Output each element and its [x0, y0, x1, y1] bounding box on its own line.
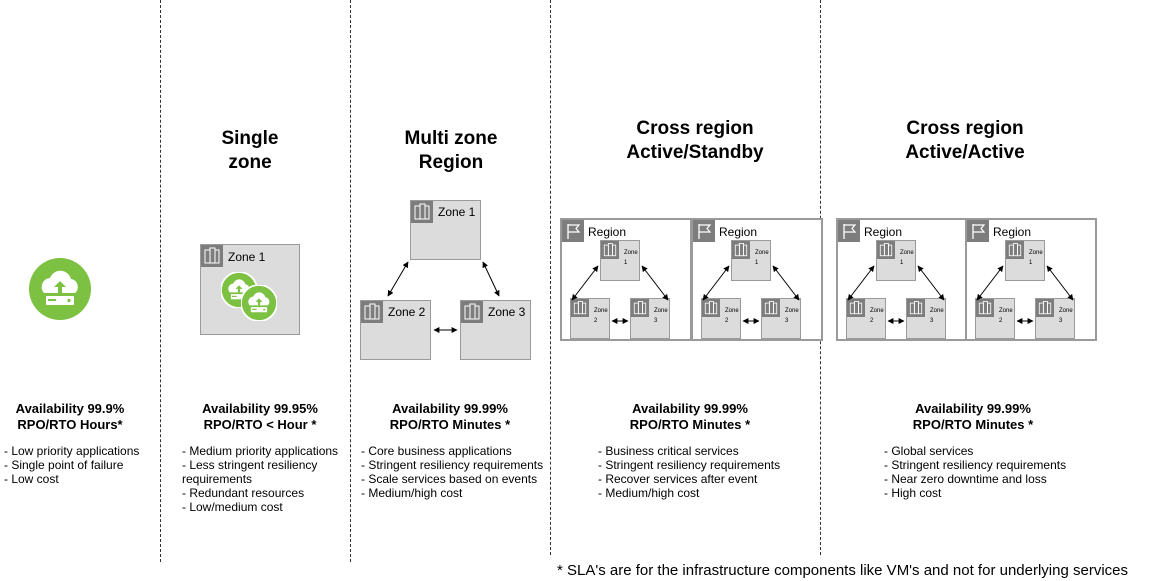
mini-zone-number: 2	[870, 318, 874, 324]
server-icon	[461, 301, 483, 323]
server-icon	[762, 299, 780, 317]
mini-zone-number: 2	[999, 318, 1003, 324]
column-divider-3	[550, 0, 551, 555]
availability-text: Availability 99.99% RPO/RTO Minutes *	[912, 401, 1034, 432]
footnote: * SLA's are for the infrastructure compo…	[557, 562, 1128, 579]
mini-zone-word: Zone	[900, 250, 914, 256]
region-label: Region	[993, 225, 1032, 239]
mini-zone-number: 2	[725, 318, 729, 324]
mini-zone-number: 1	[755, 260, 759, 266]
server-icon	[631, 299, 649, 317]
list-item: - Recover services after event	[598, 472, 758, 486]
server-icon	[976, 299, 994, 317]
active-active-title: Cross region Active/Active	[905, 118, 1025, 163]
mini-zone-number: 3	[1059, 318, 1063, 324]
single-zone-title: Single zone	[221, 128, 279, 173]
list-item: requirements	[182, 472, 253, 486]
active-standby-title: Cross region Active/Standby	[626, 118, 764, 163]
bullet-list: - Core business applications - Stringent…	[361, 444, 543, 500]
server-icon	[732, 241, 750, 259]
column-divider-2	[350, 0, 351, 562]
mini-zone-number: 1	[900, 260, 904, 266]
zone-2-label: Zone 2	[388, 305, 426, 319]
list-item: - Stringent resiliency requirements	[361, 458, 544, 472]
server-icon	[571, 299, 589, 317]
flag-icon	[967, 220, 989, 242]
mini-zone-box	[630, 298, 670, 339]
list-item: - High cost	[884, 486, 942, 500]
mini-zone-word: Zone	[785, 308, 799, 314]
list-item: - Low priority applications	[4, 444, 140, 458]
mini-zone-box	[600, 240, 640, 281]
cloud-upload-icon	[29, 258, 91, 320]
bullet-list: - Low priority applications - Single poi…	[4, 444, 139, 486]
flag-icon	[562, 220, 584, 242]
list-item: - Medium/high cost	[598, 486, 700, 500]
list-item: - Stringent resiliency requirements	[884, 458, 1067, 472]
region-label: Region	[864, 225, 903, 239]
server-icon	[847, 299, 865, 317]
region-label: Region	[588, 225, 627, 239]
column-divider-1	[160, 0, 161, 562]
server-icon	[702, 299, 720, 317]
list-item: - Global services	[884, 444, 974, 458]
bullet-list: - Medium priority applications - Less st…	[182, 444, 338, 514]
list-item: - Less stringent resiliency	[182, 458, 318, 472]
mini-zone-word: Zone	[594, 308, 608, 314]
server-icon	[361, 301, 383, 323]
list-item: - Business critical services	[598, 444, 739, 458]
zone-1-label: Zone 1	[438, 205, 476, 219]
server-icon	[877, 241, 895, 259]
list-item: - Medium priority applications	[182, 444, 339, 458]
mini-zone-word: Zone	[999, 308, 1013, 314]
mini-zone-number: 3	[930, 318, 934, 324]
multi-zone-title: Multi zone Region	[404, 128, 498, 173]
mini-zone-number: 1	[1029, 260, 1033, 266]
mini-zone-word: Zone	[1059, 308, 1073, 314]
mini-zone-word: Zone	[870, 308, 884, 314]
availability-text: Availability 99.99% RPO/RTO Minutes *	[389, 401, 511, 432]
server-icon	[601, 241, 619, 259]
mini-zone-word: Zone	[725, 308, 739, 314]
server-icon	[411, 201, 433, 223]
mini-zone-number: 1	[624, 260, 628, 266]
list-item: - Scale services based on events	[361, 472, 538, 486]
cloud-upload-icon	[240, 284, 278, 322]
mini-zone-number: 2	[594, 318, 598, 324]
mini-zone-box	[761, 298, 801, 339]
bullet-list: - Global services - Stringent resiliency…	[884, 444, 1066, 500]
availability-text: Availability 99.9% RPO/RTO Hours*	[15, 401, 125, 432]
mini-zone-word: Zone	[755, 250, 769, 256]
mini-zone-word: Zone	[654, 308, 668, 314]
list-item: - Core business applications	[361, 444, 512, 458]
server-icon	[1006, 241, 1024, 259]
list-item: - Single point of failure	[4, 458, 124, 472]
mini-zone-word: Zone	[930, 308, 944, 314]
bullet-list: - Business critical services - Stringent…	[598, 444, 780, 500]
list-item: - Low/medium cost	[182, 500, 283, 514]
server-icon	[201, 245, 223, 267]
availability-text: Availability 99.95% RPO/RTO < Hour *	[202, 401, 318, 432]
list-item: - Redundant resources	[182, 486, 305, 500]
server-icon	[1036, 299, 1054, 317]
availability-text: Availability 99.99% RPO/RTO Minutes *	[629, 401, 751, 432]
list-item: - Stringent resiliency requirements	[598, 458, 781, 472]
region-label: Region	[719, 225, 758, 239]
list-item: - Low cost	[4, 472, 59, 486]
mini-zone-word: Zone	[624, 250, 638, 256]
list-item: - Medium/high cost	[361, 486, 463, 500]
server-icon	[907, 299, 925, 317]
mini-zone-number: 3	[654, 318, 658, 324]
mini-zone-box	[1035, 298, 1075, 339]
zone-3-label: Zone 3	[488, 305, 526, 319]
flag-icon	[838, 220, 860, 242]
flag-icon	[693, 220, 715, 242]
list-item: - Near zero downtime and loss	[884, 472, 1047, 486]
zone-label: Zone 1	[228, 250, 266, 264]
mini-zone-number: 3	[785, 318, 789, 324]
mini-zone-word: Zone	[1029, 250, 1043, 256]
